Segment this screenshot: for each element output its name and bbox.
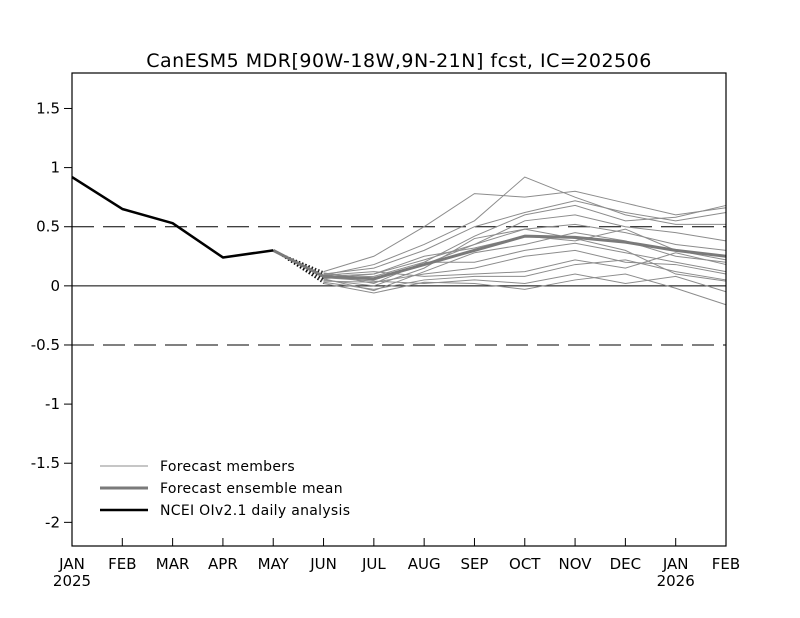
plot-area: 1.5 1 0.5 0 -0.5 -1 -1.5 -2 JAN FEB MAR APR MAY JUN JU… xyxy=(31,72,740,590)
x-tick-label: SEP xyxy=(460,555,488,573)
plot-frame xyxy=(71,72,727,547)
x-tick-label: MAR xyxy=(156,555,190,573)
y-tick-label: 0.5 xyxy=(36,218,60,236)
x-tick-label: APR xyxy=(208,555,238,573)
x-tick-label: JUN xyxy=(309,555,337,573)
forecast-member-line xyxy=(323,228,727,282)
y-tick-label: -1 xyxy=(45,395,60,413)
forecast-member-line xyxy=(323,190,727,273)
member-connector xyxy=(273,250,324,273)
forecast-member-line xyxy=(323,232,727,292)
member-connector xyxy=(273,250,324,275)
y-tick-label: 1 xyxy=(50,159,60,177)
forecast-member-line xyxy=(323,176,726,276)
analysis-line xyxy=(71,176,274,259)
y-tick-label: 1.5 xyxy=(36,99,60,117)
member-connector xyxy=(273,250,324,282)
x-tick-label: MAY xyxy=(258,555,290,573)
x-year-label: 2025 xyxy=(53,572,91,590)
legend: Forecast members Forecast ensemble mean … xyxy=(100,459,350,519)
x-tick-label: DEC xyxy=(610,555,642,573)
x-year-label: 2026 xyxy=(657,572,695,590)
y-tick-label: -0.5 xyxy=(31,336,60,354)
x-tick-label: JAN xyxy=(662,555,689,573)
y-tick-label: -2 xyxy=(45,513,60,531)
x-tick-label: FEB xyxy=(108,555,136,573)
legend-label-members: Forecast members xyxy=(160,459,295,475)
x-tick-label: JUL xyxy=(361,555,386,573)
member-connector xyxy=(273,250,324,284)
forecast-member-line xyxy=(323,249,727,283)
x-tick-label: FEB xyxy=(712,555,740,573)
x-tick-label: JAN xyxy=(58,555,85,573)
forecast-member-line xyxy=(323,273,727,306)
chart-title: CanESM5 MDR[90W-18W,9N-21N] fcst, IC=202… xyxy=(146,50,652,72)
x-tick-label: AUG xyxy=(408,555,441,573)
forecast-member-line xyxy=(323,242,727,285)
legend-label-ensemble-mean: Forecast ensemble mean xyxy=(160,481,343,497)
forecast-member-line xyxy=(323,273,727,293)
ensemble-mean-line xyxy=(272,234,727,281)
forecast-member-line xyxy=(323,259,727,290)
member-connector xyxy=(273,250,324,283)
forecast-member-line xyxy=(323,204,727,279)
x-tick-label: OCT xyxy=(509,555,541,573)
y-tick-label: 0 xyxy=(50,277,60,295)
member-connector xyxy=(273,250,324,281)
x-tick-label: NOV xyxy=(559,555,593,573)
legend-label-analysis: NCEI OIv2.1 daily analysis xyxy=(160,503,350,519)
member-connector xyxy=(273,250,324,274)
y-tick-label: -1.5 xyxy=(31,454,60,472)
